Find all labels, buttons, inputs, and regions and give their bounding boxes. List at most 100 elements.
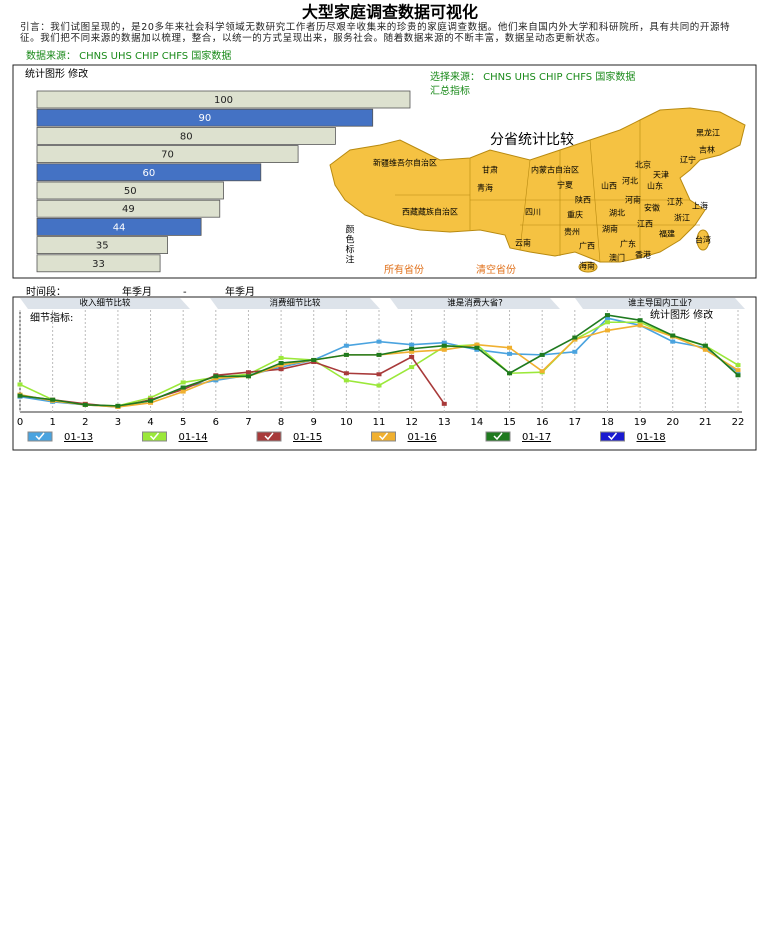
bar[interactable]: [36, 199, 221, 218]
tab[interactable]: [20, 298, 190, 309]
province-label[interactable]: 江西: [637, 220, 653, 229]
province-label[interactable]: 广西: [579, 241, 595, 251]
province-label[interactable]: 辽宁: [680, 155, 696, 165]
tab-label[interactable]: 消费细节比较: [269, 298, 321, 309]
legend-label[interactable]: 01-14: [179, 432, 208, 443]
province-label[interactable]: 山东: [647, 181, 663, 191]
legend-checkbox[interactable]: [27, 431, 53, 442]
bar[interactable]: [36, 181, 224, 200]
series-point[interactable]: [409, 354, 415, 359]
series-point[interactable]: [604, 328, 610, 333]
bar[interactable]: [36, 90, 411, 109]
series-point[interactable]: [311, 357, 317, 362]
series-point[interactable]: [507, 351, 513, 356]
tab[interactable]: [210, 298, 380, 309]
series-point[interactable]: [180, 385, 186, 390]
tab-label[interactable]: 谁主导国内工业?: [628, 298, 692, 309]
hainan-shape[interactable]: [578, 261, 598, 273]
tab[interactable]: [575, 298, 745, 309]
province-label[interactable]: 西藏藏族自治区: [402, 207, 458, 217]
time-from[interactable]: 年季月: [122, 285, 152, 298]
province-label[interactable]: 湖南: [602, 224, 618, 234]
province-label[interactable]: 吉林: [699, 145, 715, 155]
series-point[interactable]: [180, 389, 186, 394]
province-label[interactable]: 湖北: [609, 209, 625, 218]
series-point[interactable]: [572, 349, 578, 354]
series-point[interactable]: [441, 347, 447, 352]
series-point[interactable]: [670, 333, 676, 338]
tab-label[interactable]: 谁是消费大省?: [447, 298, 503, 309]
series-point[interactable]: [245, 370, 251, 375]
legend-label[interactable]: 01-17: [522, 432, 551, 443]
legend-checkbox[interactable]: [256, 431, 282, 442]
series-point[interactable]: [441, 343, 447, 348]
province-label[interactable]: 山西: [601, 181, 617, 191]
series-point[interactable]: [441, 340, 447, 345]
series-point[interactable]: [735, 373, 741, 378]
series-point[interactable]: [148, 398, 154, 403]
province-label[interactable]: 甘肃: [482, 165, 498, 175]
series-point[interactable]: [474, 347, 480, 352]
series-point[interactable]: [50, 397, 56, 402]
province-label[interactable]: 安徽: [644, 203, 660, 213]
series-point[interactable]: [507, 345, 513, 350]
series-point[interactable]: [409, 346, 415, 351]
legend-checkbox[interactable]: [485, 431, 511, 442]
series-point[interactable]: [278, 355, 284, 360]
province-label[interactable]: 黑龙江: [696, 128, 720, 138]
series-point[interactable]: [115, 403, 121, 408]
province-label[interactable]: 陕西: [575, 195, 591, 205]
province-label[interactable]: 天津: [653, 170, 669, 180]
series-point[interactable]: [148, 395, 154, 400]
series-point[interactable]: [180, 380, 186, 385]
series-point[interactable]: [604, 320, 610, 325]
series-point[interactable]: [474, 345, 480, 350]
series-point[interactable]: [735, 370, 741, 375]
series-point[interactable]: [702, 347, 708, 352]
province-label[interactable]: 重庆: [567, 210, 583, 220]
series-point[interactable]: [474, 342, 480, 347]
summary-link[interactable]: 汇总指标: [430, 84, 470, 97]
bar[interactable]: [36, 145, 299, 164]
taiwan-shape[interactable]: [696, 229, 710, 251]
series-point[interactable]: [376, 372, 382, 377]
province-label[interactable]: 北京: [635, 160, 651, 170]
province-label[interactable]: 福建: [659, 229, 675, 239]
legend-label[interactable]: 01-16: [408, 432, 437, 443]
series-point[interactable]: [702, 345, 708, 350]
bar[interactable]: [36, 108, 374, 127]
series-point[interactable]: [507, 371, 513, 376]
series-point[interactable]: [670, 339, 676, 344]
time-to[interactable]: 年季月: [225, 285, 255, 298]
series-point[interactable]: [311, 360, 317, 365]
series-point[interactable]: [637, 323, 643, 328]
bar[interactable]: [36, 236, 168, 255]
series-point[interactable]: [343, 352, 349, 357]
series-point[interactable]: [343, 343, 349, 348]
series-point[interactable]: [735, 363, 741, 368]
province-label[interactable]: 四川: [525, 208, 541, 217]
bar[interactable]: [36, 127, 336, 145]
series-point[interactable]: [278, 367, 284, 372]
province-label[interactable]: 台湾: [695, 235, 711, 245]
series-point[interactable]: [245, 372, 251, 377]
province-label[interactable]: 香港: [635, 250, 651, 260]
series-point[interactable]: [604, 316, 610, 321]
map-button[interactable]: 清空省份: [476, 263, 516, 276]
series-point[interactable]: [278, 363, 284, 368]
bar-panel-header[interactable]: 统计图形 修改: [25, 67, 88, 80]
series-point[interactable]: [343, 371, 349, 376]
series-point[interactable]: [376, 339, 382, 344]
province-label[interactable]: 河北: [622, 176, 638, 186]
province-label[interactable]: 贵州: [564, 227, 580, 237]
series-point[interactable]: [148, 400, 154, 405]
province-label[interactable]: 海南: [579, 261, 595, 271]
series-point[interactable]: [572, 335, 578, 340]
series-point[interactable]: [17, 382, 23, 387]
series-point[interactable]: [376, 383, 382, 388]
province-label[interactable]: 浙江: [674, 213, 690, 223]
series-point[interactable]: [213, 378, 219, 383]
series-point[interactable]: [278, 365, 284, 370]
legend-checkbox[interactable]: [142, 431, 167, 442]
province-label[interactable]: 澳门: [609, 253, 625, 263]
